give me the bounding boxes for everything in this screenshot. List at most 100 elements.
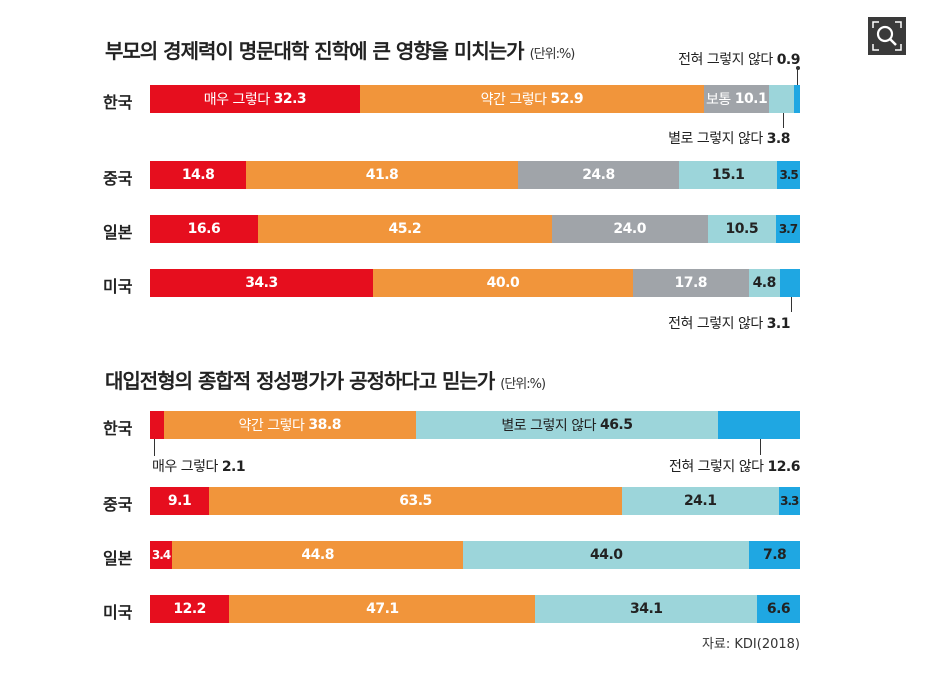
source-note: 자료: KDI(2018) (701, 637, 800, 652)
bar-segment: 24.0 (551, 215, 708, 243)
segment-value: 44.0 (590, 547, 623, 563)
row-label: 한국 (103, 419, 133, 438)
callout-label: 전혀 그렇지 않다 12.6 (668, 456, 801, 476)
segment-value: 6.6 (766, 601, 791, 617)
bar-segment: 약간 그렇다 52.9 (359, 85, 704, 113)
segment-value: 16.6 (187, 221, 221, 237)
segment-value: 7.8 (762, 547, 787, 563)
callout-dot (795, 66, 800, 70)
bar-segment (794, 85, 800, 113)
chart1-title-text: 부모의 경제력이 명문대학 진학에 큰 영향을 미치는가 (105, 39, 525, 63)
segment-value: 47.1 (366, 601, 399, 617)
bar-segment: 16.6 (150, 215, 258, 243)
callout-name: 별로 그렇지 않다 (668, 131, 767, 147)
chart2-title-text: 대입전형의 종합적 정성평가가 공정하다고 믿는가 (105, 369, 495, 393)
stacked-bar: 12.2 47.1 34.1 6.6 (150, 595, 800, 623)
segment-value: 17.8 (674, 275, 708, 291)
row-label: 일본 (103, 549, 133, 568)
bar-segment: 44.8 (172, 541, 464, 569)
row-label: 중국 (103, 495, 133, 514)
segment-value: 46.5 (599, 417, 633, 433)
bar-segment (779, 269, 800, 297)
bar-segment: 17.8 (632, 269, 749, 297)
callout-value: 2.1 (221, 459, 246, 475)
bar-segment: 44.0 (463, 541, 750, 569)
segment-value: 9.1 (167, 493, 192, 509)
chart1-unit: (단위:%) (529, 47, 576, 62)
chart1-title: 부모의 경제력이 명문대학 진학에 큰 영향을 미치는가 (단위:%) (105, 35, 576, 64)
stacked-bar: 34.3 40.0 17.8 4.8 (150, 269, 800, 297)
bar-segment (718, 411, 800, 439)
segment-value: 14.8 (181, 167, 215, 183)
bar-segment: 40.0 (372, 269, 633, 297)
chart2-title: 대입전형의 종합적 정성평가가 공정하다고 믿는가 (단위:%) (105, 365, 546, 394)
segment-value: 3.3 (780, 494, 799, 508)
callout-value: 0.9 (776, 52, 801, 68)
row-label: 일본 (103, 223, 133, 242)
bar-segment: 15.1 (679, 161, 778, 189)
bar-segment: 34.1 (535, 595, 758, 623)
bar-segment: 보통 10.1 (703, 85, 770, 113)
segment-value: 3.5 (779, 168, 798, 182)
zoom-button[interactable] (868, 17, 906, 55)
bar-segment: 4.8 (748, 269, 780, 297)
segment-value: 10.5 (725, 221, 759, 237)
segment-value: 52.9 (550, 91, 584, 107)
segment-value: 41.8 (365, 167, 399, 183)
callout-value: 3.1 (766, 316, 791, 332)
bar-segment: 47.1 (229, 595, 536, 623)
bar-segment (150, 411, 164, 439)
segment-value: 38.8 (308, 417, 341, 433)
bar-segment: 10.5 (707, 215, 776, 243)
bar-segment: 41.8 (246, 161, 518, 189)
callout-label: 별로 그렇지 않다 3.8 (668, 128, 790, 148)
segment-value: 24.8 (582, 167, 615, 183)
bar-segment: 7.8 (749, 541, 800, 569)
stacked-bar: 약간 그렇다 38.8 별로 그렇지 않다 46.5 (150, 411, 800, 439)
segment-value: 34.1 (629, 601, 663, 617)
stacked-bar: 14.8 41.8 24.8 15.1 3.5 (150, 161, 800, 189)
callout-label: 전혀 그렇지 않다 3.1 (668, 313, 790, 333)
bar-segment: 45.2 (257, 215, 552, 243)
bar-segment: 24.1 (621, 487, 779, 515)
bar-segment: 63.5 (209, 487, 622, 515)
bar-segment: 14.8 (150, 161, 247, 189)
segment-value: 3.7 (778, 222, 798, 236)
segment-value: 63.5 (399, 493, 432, 509)
bar-segment: 3.5 (777, 161, 800, 189)
segment-value: 3.4 (151, 548, 171, 562)
segment-name: 약간 그렇다 (238, 418, 305, 434)
callout-line (760, 432, 761, 455)
callout-name: 전혀 그렇지 않다 (668, 459, 768, 475)
segment-value: 12.2 (173, 601, 206, 617)
segment-value: 4.8 (752, 275, 777, 291)
stacked-bar: 3.4 44.8 44.0 7.8 (150, 541, 800, 569)
magnifier-icon (872, 21, 902, 51)
segment-value: 32.3 (273, 91, 307, 107)
segment-name: 약간 그렇다 (480, 92, 547, 108)
callout-name: 전혀 그렇지 않다 (678, 52, 777, 68)
bar-segment: 6.6 (757, 595, 800, 623)
segment-name: 보통 (705, 92, 731, 108)
row-label: 미국 (103, 603, 133, 622)
callout-value: 12.6 (767, 459, 800, 475)
stacked-bar: 매우 그렇다 32.3 약간 그렇다 52.9 보통 10.1 (150, 85, 800, 113)
segment-value: 24.0 (613, 221, 646, 237)
callout-name: 매우 그렇다 (152, 459, 222, 475)
bar-segment: 약간 그렇다 38.8 (163, 411, 416, 439)
row-label: 한국 (103, 93, 133, 112)
segment-value: 10.1 (734, 91, 768, 107)
bar-segment: 3.7 (775, 215, 800, 243)
bar-segment: 34.3 (150, 269, 373, 297)
bar-segment: 3.3 (778, 487, 800, 515)
row-label: 중국 (103, 169, 133, 188)
stacked-bar: 9.1 63.5 24.1 3.3 (150, 487, 800, 515)
bar-segment: 매우 그렇다 32.3 (150, 85, 360, 113)
bar-segment: 3.4 (150, 541, 173, 569)
callout-label: 매우 그렇다 2.1 (152, 456, 246, 476)
segment-value: 44.8 (301, 547, 334, 563)
callout-line (791, 287, 792, 312)
stacked-bar: 16.6 45.2 24.0 10.5 3.7 (150, 215, 800, 243)
callout-line (783, 103, 784, 128)
